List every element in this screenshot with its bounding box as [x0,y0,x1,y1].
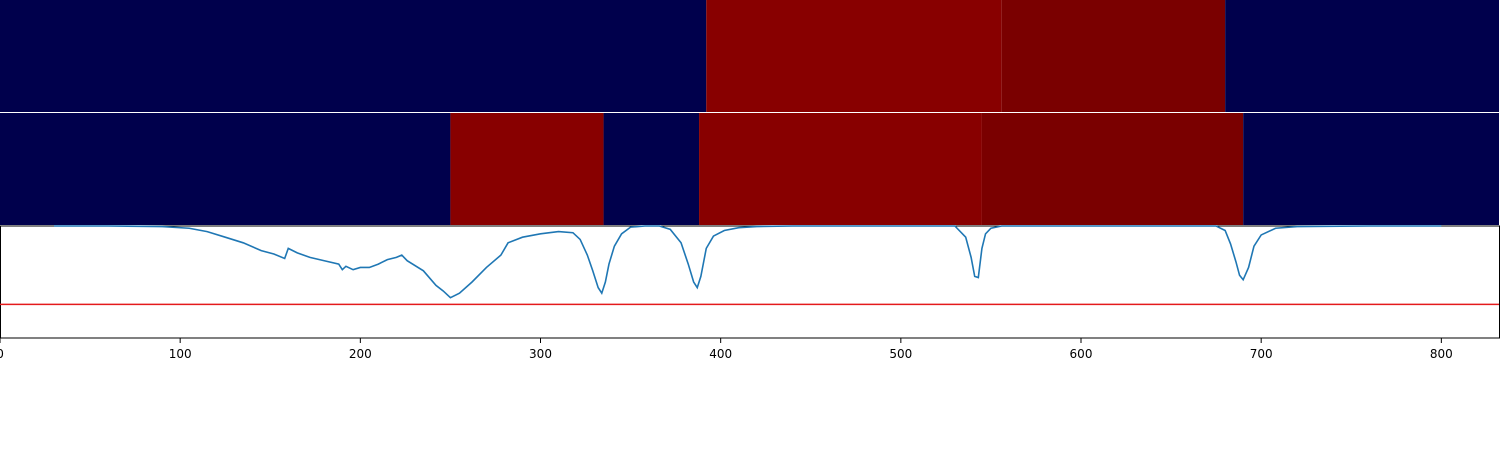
x-tick-label-500: 500 [889,347,912,361]
x-tick-label-700: 700 [1250,347,1273,361]
strip-2-segment-2 [450,113,604,225]
strip-1-segment-1 [0,0,707,112]
state-strip-2 [0,113,1499,225]
strip-2-segment-3 [603,113,700,225]
signal-panel [0,225,1500,339]
strip-2-segment-5 [981,113,1244,225]
state-strip-1 [0,0,1499,112]
x-tick-label-600: 600 [1070,347,1093,361]
strip-1-segment-3 [1001,0,1226,112]
strip-1-segment-2 [706,0,1002,112]
x-tick-label-100: 100 [169,347,192,361]
signal-series-line [54,225,1442,299]
x-tick-label-300: 300 [529,347,552,361]
x-tick-label-0: 0 [0,347,4,361]
strip-2-segment-1 [0,113,451,225]
x-axis: 0 100 200 300 400 500 600 700 800 [0,338,1453,361]
strip-2-segment-6 [1243,113,1499,225]
strip-2-segment-4 [699,113,982,225]
x-tick-label-200: 200 [349,347,372,361]
x-tick-label-800: 800 [1430,347,1453,361]
state-strips [0,0,1499,225]
strip-1-segment-4 [1225,0,1499,112]
x-tick-label-400: 400 [709,347,732,361]
signal-panel-frame [0,225,1500,339]
